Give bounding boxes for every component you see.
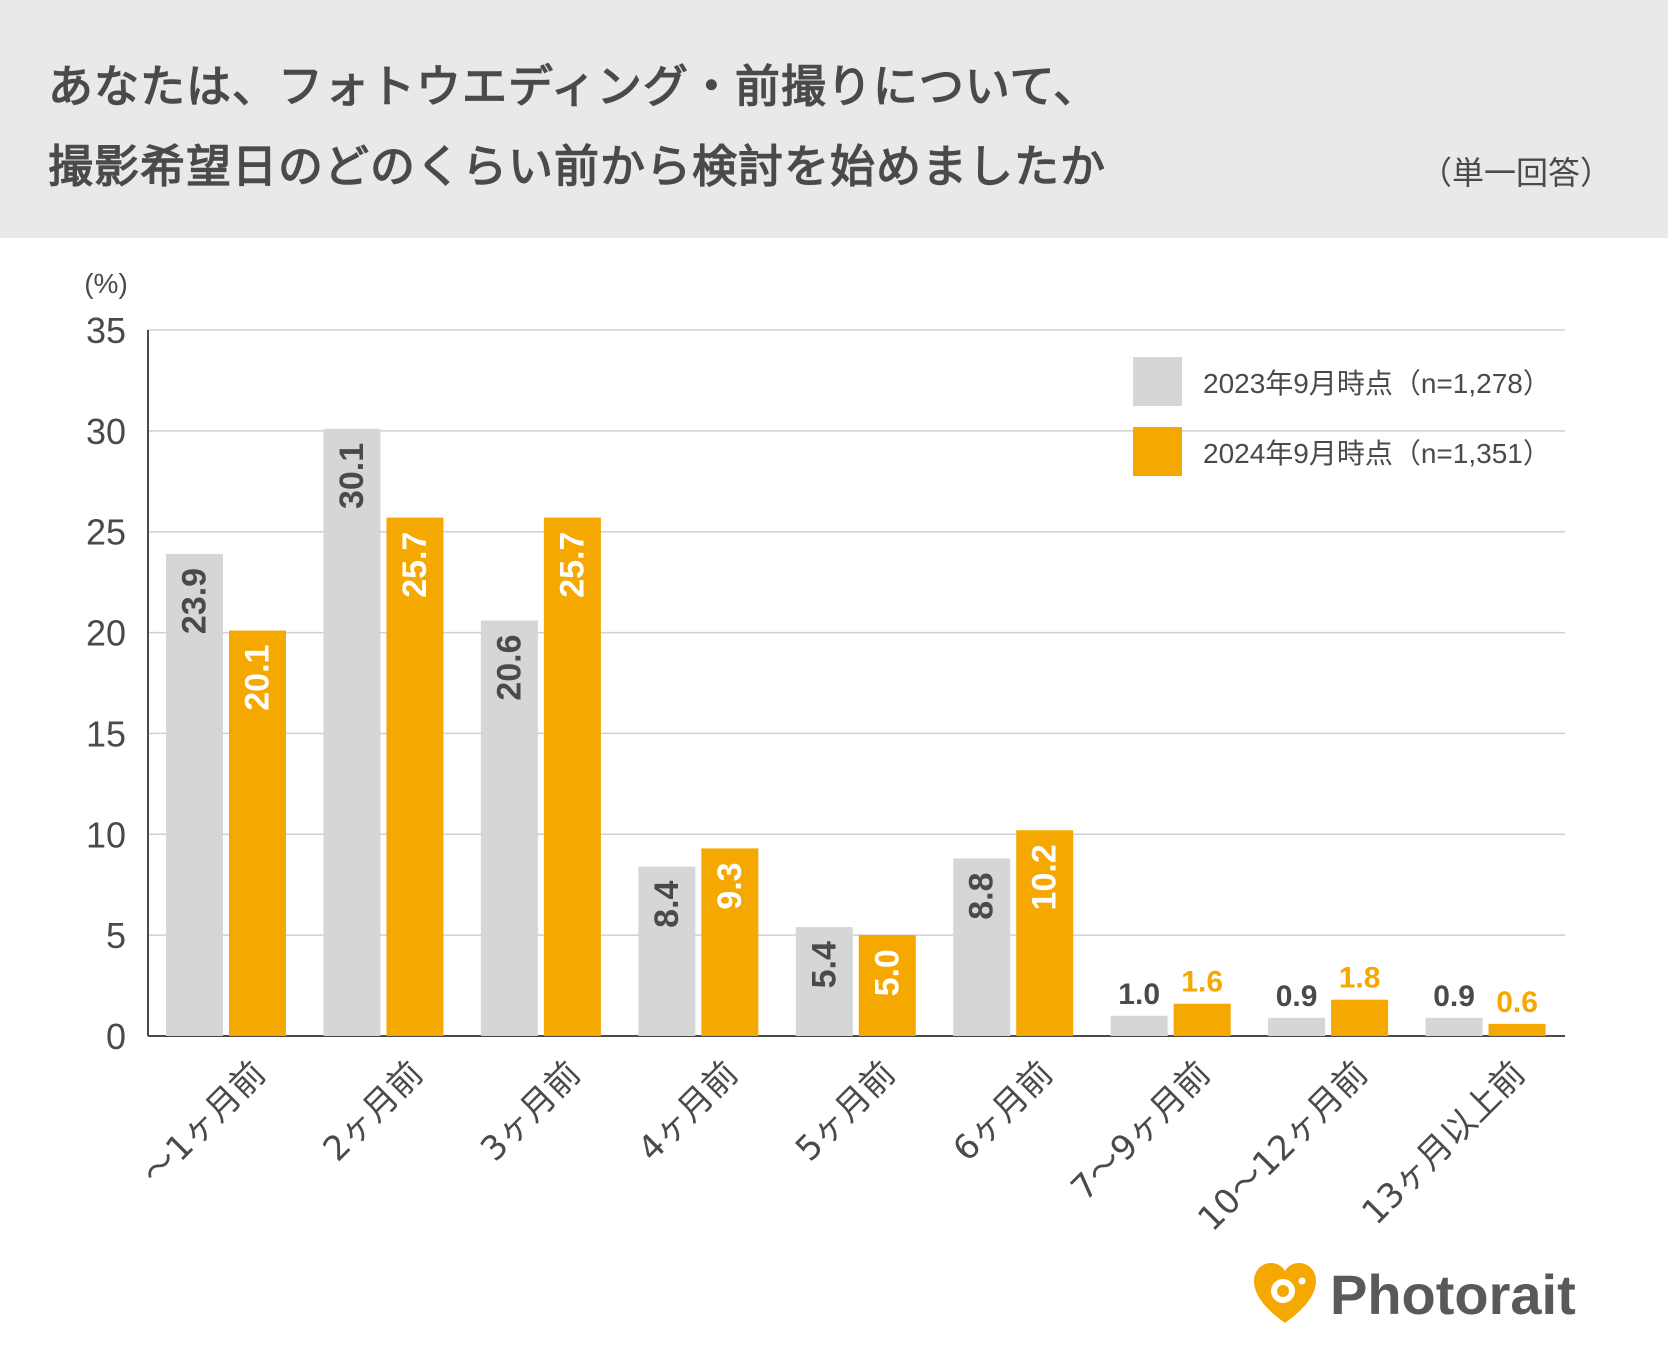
bar-2024 [1488,1023,1546,1036]
chart-header: あなたは、フォトウエディング・前撮りについて、 撮影希望日のどのくらい前から検討… [0,0,1668,238]
x-tick-label: 6ヶ月前 [945,1054,1061,1170]
data-label: 0.6 [1496,986,1538,1019]
x-tick-label: 5ヶ月前 [788,1054,904,1170]
y-tick-label: 25 [86,512,126,553]
y-axis-unit-label: (%) [84,268,128,299]
bar-2023 [638,866,696,1036]
bar-2023 [1110,1015,1168,1036]
chart-title-line-1: あなたは、フォトウエディング・前撮りについて、 [48,60,1100,113]
y-tick-label: 0 [106,1016,126,1057]
heart-camera-icon [1254,1263,1316,1323]
bar-2023 [953,858,1011,1036]
data-label: 0.9 [1433,980,1475,1013]
bar-2024 [1331,999,1389,1036]
x-tick-label: 4ヶ月前 [631,1054,747,1170]
bar-2024 [1173,1003,1231,1036]
bar-2023 [480,620,538,1036]
data-label: 9.3 [711,862,749,909]
data-label: 20.1 [239,645,277,711]
y-tick-label: 20 [86,613,126,654]
bar-2023 [795,927,853,1036]
data-label: 1.6 [1181,966,1223,999]
bar-2024 [229,630,286,1036]
bar-2024 [386,517,444,1036]
bar-2024 [858,935,916,1036]
data-label: 8.8 [963,872,1001,919]
x-tick-label: 3ヶ月前 [473,1054,589,1170]
bar-2024 [1016,830,1074,1036]
legend-swatch [1133,427,1182,476]
data-label: 1.0 [1118,978,1160,1011]
legend-swatch [1133,357,1182,406]
y-tick-label: 30 [86,411,126,452]
data-label: 8.4 [648,880,686,927]
x-tick-label: 13ヶ月以上前 [1354,1054,1533,1233]
x-tick-label: 10〜12ヶ月前 [1190,1054,1376,1240]
chart-title-line-2: 撮影希望日のどのくらい前から検討を始めましたか [48,140,1107,193]
data-label: 5.4 [805,941,843,988]
data-label: 23.9 [176,568,214,634]
brand-name: Photorait [1330,1262,1576,1326]
data-label: 25.7 [553,532,591,598]
data-label: 5.0 [868,949,906,996]
data-label: 30.1 [333,443,371,509]
brand-logo: Photorait [1250,1258,1576,1330]
bar-2024 [543,517,601,1036]
data-label: 0.9 [1276,980,1318,1013]
bar-2023 [166,553,223,1036]
legend-label: 2024年9月時点（n=1,351） [1203,438,1551,469]
y-tick-label: 15 [86,713,126,754]
x-tick-label: 〜1ヶ月前 [134,1054,274,1194]
bar-2024 [701,848,759,1036]
bar-2023 [1425,1017,1483,1036]
x-tick-label: 7〜9ヶ月前 [1064,1054,1219,1209]
data-label: 1.8 [1339,962,1381,995]
bar-2023 [1268,1017,1326,1036]
bar-2023 [323,428,381,1037]
answer-type-note: （単一回答） [1420,154,1613,192]
x-tick-label: 2ヶ月前 [316,1054,432,1170]
y-tick-label: 10 [86,814,126,855]
y-tick-label: 5 [106,915,126,956]
data-label: 10.2 [1026,844,1064,910]
legend-label: 2023年9月時点（n=1,278） [1203,368,1551,399]
data-label: 20.6 [490,634,528,700]
data-label: 25.7 [396,532,434,598]
y-tick-label: 35 [86,310,126,351]
